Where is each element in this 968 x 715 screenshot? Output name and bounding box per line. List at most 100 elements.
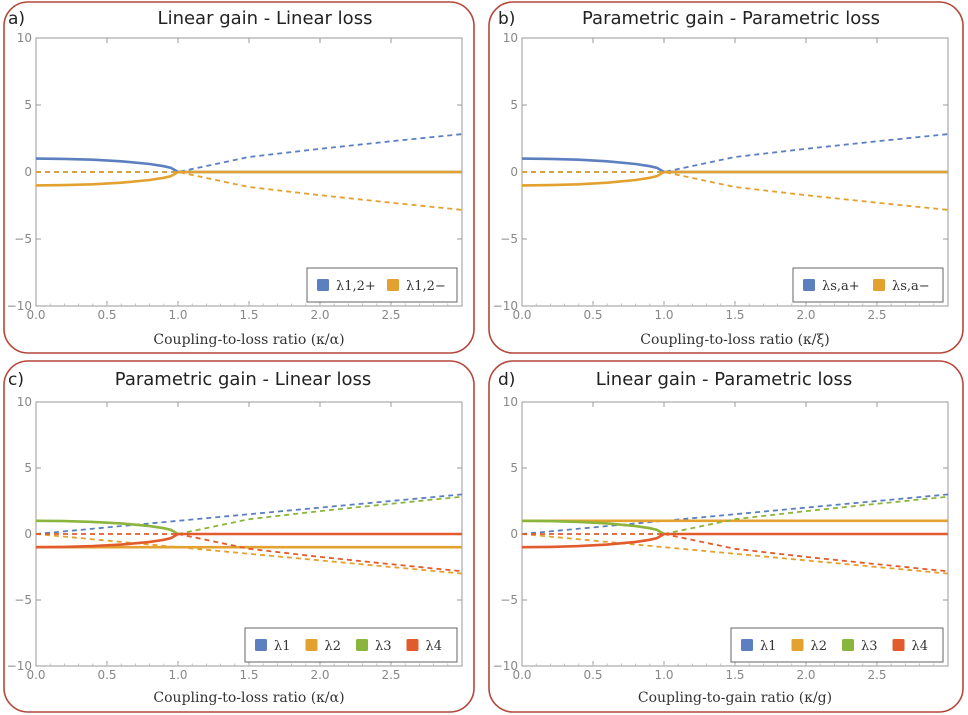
panel-title: Linear gain - Parametric loss xyxy=(596,369,852,390)
panel-3: c) Parametric gain - Linear loss 0.0 0.5 1.0… xyxy=(3,360,475,713)
series-line-orange-solid xyxy=(521,170,665,187)
x-tick-label: 2.0 xyxy=(310,308,329,322)
legend-label: λ1,2− xyxy=(406,279,446,294)
series-group xyxy=(35,133,463,211)
series-line-green-solid xyxy=(521,519,665,536)
legend-label: λ3 xyxy=(375,639,392,654)
y-tick-label: −5 xyxy=(500,593,518,607)
y-tick-label: 10 xyxy=(503,31,518,45)
legend-label: λ2 xyxy=(325,639,342,654)
panel-frame xyxy=(488,360,964,713)
series-line-red-dashed xyxy=(177,533,463,573)
series-line-orange-solid xyxy=(35,170,179,187)
legend-box xyxy=(792,267,944,303)
panel-4: d) Linear gain - Parametric loss 0.0 0.5 1.0… xyxy=(488,360,964,713)
y-tick-label: 0 xyxy=(24,165,32,179)
y-tick-label: 10 xyxy=(17,31,32,45)
y-tick-label: −5 xyxy=(14,593,32,607)
panel-label: b) xyxy=(498,9,515,29)
legend-swatch-blue xyxy=(803,279,815,291)
x-tick-label: 0.0 xyxy=(512,668,531,682)
x-axis-label: Coupling-to-loss ratio (κ/α) xyxy=(153,690,344,706)
series-line-red-solid xyxy=(521,532,665,549)
panel-title: Parametric gain - Parametric loss xyxy=(582,8,880,29)
x-tick-label: 2.0 xyxy=(310,668,329,682)
x-tick-label: 2.5 xyxy=(381,668,400,682)
legend: λ1 λ2 λ3 λ4 xyxy=(244,627,458,663)
series-line-orange-dashed xyxy=(36,171,463,211)
legend-swatch-green xyxy=(842,639,854,651)
panel-label: d) xyxy=(498,370,515,390)
legend: λs,a+ λs,a− xyxy=(792,267,944,303)
x-tick-label: 2.5 xyxy=(867,668,886,682)
y-tick-label: 5 xyxy=(510,98,518,112)
series-group xyxy=(521,133,949,211)
series-line-blue-solid xyxy=(35,157,179,174)
y-tick-label: 0 xyxy=(510,165,518,179)
x-tick-label: 1.0 xyxy=(654,668,673,682)
x-tick-label: 1.5 xyxy=(725,308,744,322)
y-tick-label: 5 xyxy=(510,461,518,475)
x-tick-label: 2.5 xyxy=(867,308,886,322)
x-tick-label: 2.5 xyxy=(381,308,400,322)
legend-swatch-orange xyxy=(791,639,804,651)
legend-label: λs,a− xyxy=(892,279,930,294)
legend-label: λ1,2+ xyxy=(336,279,376,294)
legend-label: λ1 xyxy=(274,639,291,654)
x-tick-label: 1.0 xyxy=(654,308,673,322)
series-line-green-dashed xyxy=(663,495,949,535)
x-axis-label: Coupling-to-loss ratio (κ/α) xyxy=(153,332,344,348)
x-tick-label: 2.0 xyxy=(796,308,815,322)
x-tick-label: 2.0 xyxy=(796,668,815,682)
x-tick-label: 1.5 xyxy=(239,668,258,682)
x-axis-label: Coupling-to-gain ratio (κ/g) xyxy=(638,690,832,706)
legend-swatch-orange xyxy=(387,279,399,291)
x-tick-label: 1.0 xyxy=(168,668,187,682)
legend-swatch-red xyxy=(406,639,419,651)
legend-swatch-blue xyxy=(741,639,753,651)
panel-frame xyxy=(3,1,475,354)
legend-label: λs,a+ xyxy=(822,279,860,294)
legend-swatch-blue xyxy=(255,639,267,651)
series-line-red-solid xyxy=(35,532,179,549)
x-tick-label: 0.0 xyxy=(26,308,45,322)
legend-swatch-green xyxy=(356,639,368,651)
panel-title: Parametric gain - Linear loss xyxy=(115,369,371,390)
legend-swatch-blue xyxy=(317,279,329,291)
x-tick-label: 1.5 xyxy=(725,668,744,682)
legend: λ1 λ2 λ3 λ4 xyxy=(730,627,944,663)
y-tick-label: 5 xyxy=(24,461,32,475)
x-tick-label: 0.0 xyxy=(26,668,45,682)
series-line-orange-dashed xyxy=(522,171,949,211)
panel-label: a) xyxy=(8,9,25,29)
y-tick-label: −10 xyxy=(7,659,32,673)
series-group xyxy=(35,493,463,575)
x-tick-label: 0.5 xyxy=(583,668,602,682)
x-axis-label: Coupling-to-loss ratio (κ/ξ) xyxy=(640,332,829,348)
x-tick-label: 1.0 xyxy=(168,308,187,322)
panel-label: c) xyxy=(8,370,24,390)
legend-label: λ4 xyxy=(426,639,443,654)
legend-label: λ3 xyxy=(861,639,878,654)
legend-box xyxy=(306,267,458,303)
legend-label: λ4 xyxy=(912,639,929,654)
panel-1: a) Linear gain - Linear loss 0.0 0.5 1.0 1.5 2… xyxy=(3,1,475,354)
panel-frame xyxy=(3,360,475,713)
legend-box xyxy=(730,627,944,663)
x-tick-label: 0.0 xyxy=(512,308,531,322)
series-line-green-solid xyxy=(35,519,179,536)
legend-label: λ1 xyxy=(760,639,777,654)
y-tick-label: −10 xyxy=(493,659,518,673)
panel-frame xyxy=(488,1,964,354)
panel-2: b) Parametric gain - Parametric loss 0.0 0.… xyxy=(488,1,964,354)
x-tick-label: 0.5 xyxy=(583,308,602,322)
series-line-blue-solid xyxy=(521,157,665,174)
y-tick-label: 5 xyxy=(24,98,32,112)
panel-title: Linear gain - Linear loss xyxy=(158,8,373,29)
series-group xyxy=(521,493,949,575)
x-tick-label: 0.5 xyxy=(97,308,116,322)
x-tick-label: 1.5 xyxy=(239,308,258,322)
legend-box xyxy=(244,627,458,663)
y-tick-label: −10 xyxy=(7,299,32,313)
